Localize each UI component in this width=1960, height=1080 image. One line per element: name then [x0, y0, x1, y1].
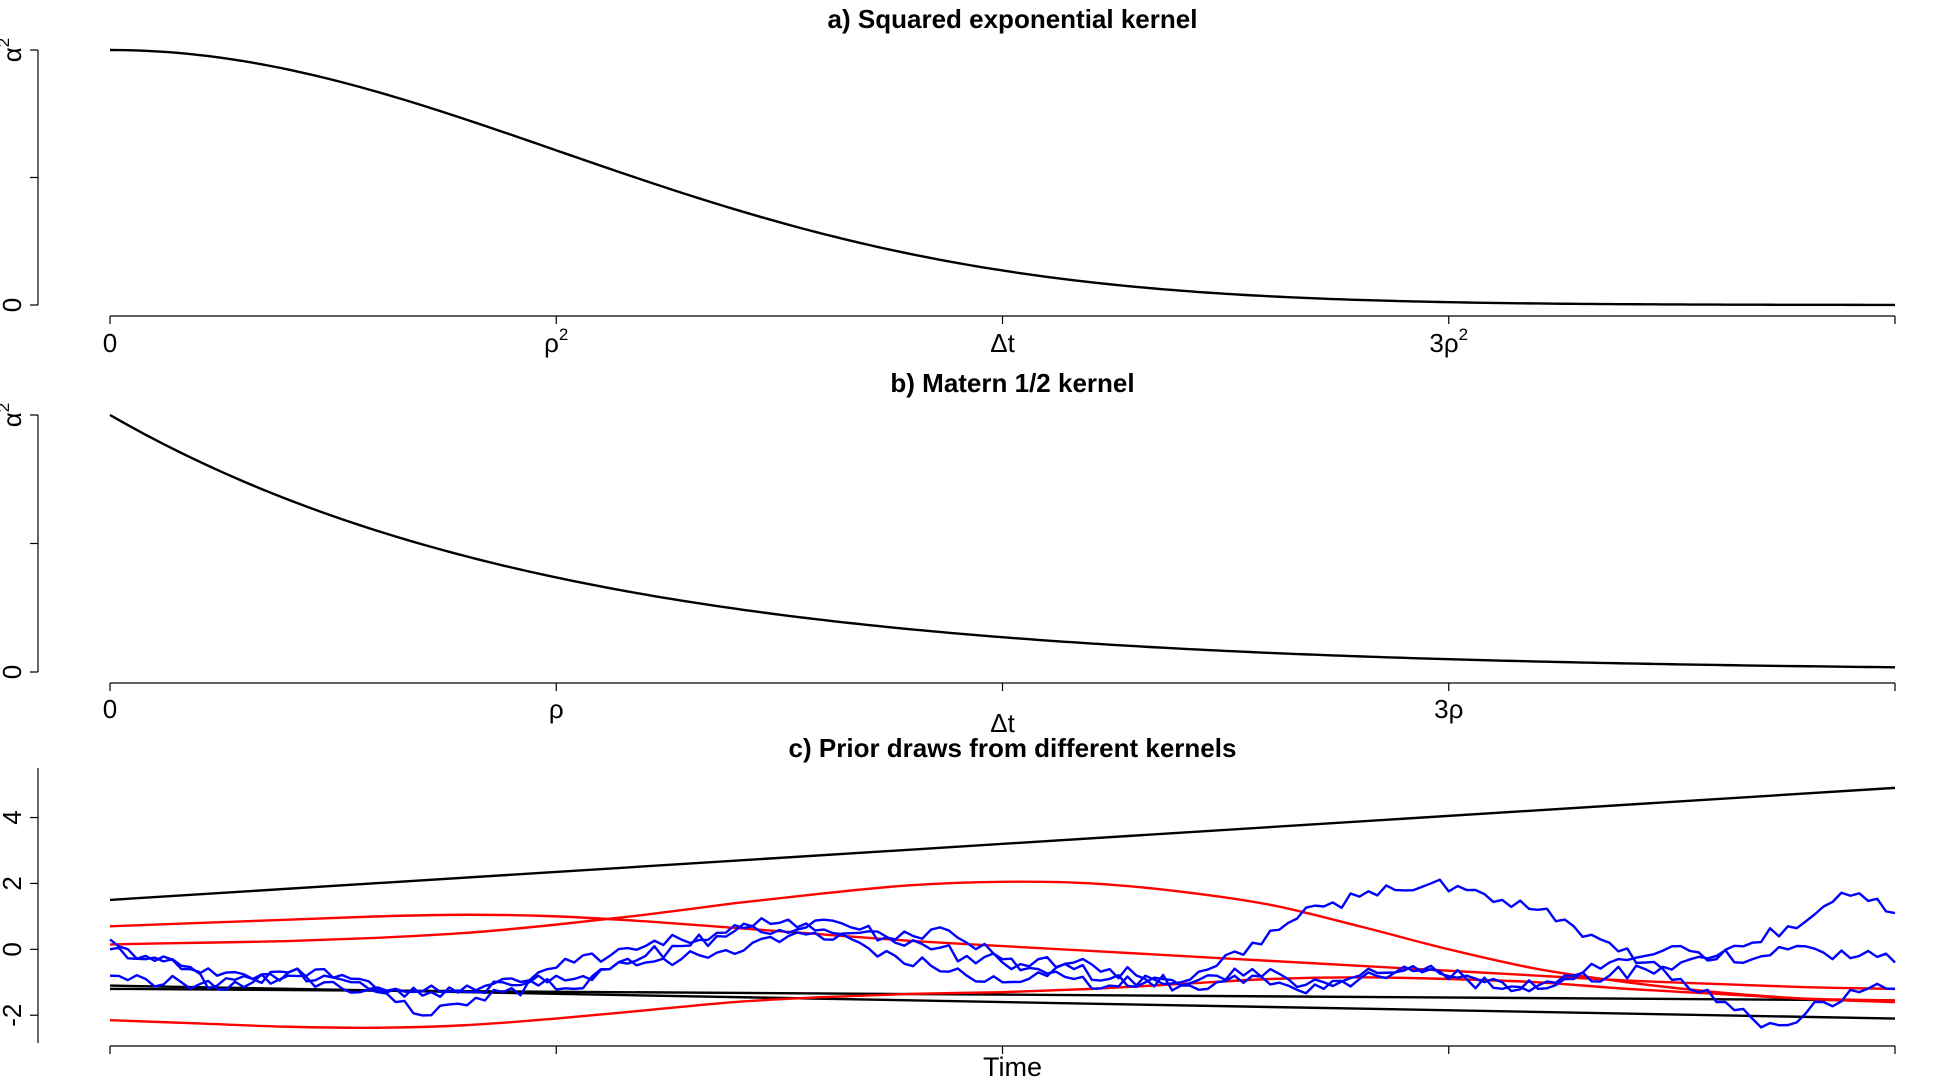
panel-b-x-tick-label-text: ρ [549, 694, 564, 724]
panel-a-title: a) Squared exponential kernel [828, 4, 1198, 34]
panel-c-series-7-blue-line [109, 891, 1896, 998]
panel-c-y-tick-label-text: 2 [0, 876, 27, 890]
panel-b-y-tick-label: α2 [0, 403, 27, 428]
panel-c-y-tick-label: 4 [0, 810, 27, 824]
panel-a-x-tick-label: Δt [990, 328, 1015, 358]
panel-a-x-tick-label: 3ρ2 [1429, 325, 1468, 358]
panel-b-x-tick-label-text: 0 [103, 694, 117, 724]
panel-c-y-tick-label-text: 4 [0, 810, 27, 824]
panel-a-x-tick-label-text: ρ [544, 328, 559, 358]
panel-a-x-tick-label-text: 3ρ [1429, 328, 1458, 358]
panel-b-y-tick-label-text: α [0, 412, 27, 427]
panel-b-x-tick-label: Δt [990, 708, 1015, 738]
panel-c-x-axis-label: Time [983, 1052, 1042, 1080]
panel-a-x-tick-label-superscript: 2 [1459, 325, 1468, 344]
panel-c-series-4-red-line [109, 880, 1896, 1004]
panel-b-x-tick-label-text: Δt [990, 708, 1015, 738]
panel-b-series-0-black-line [109, 413, 1896, 669]
panel-a-series-0-black-line [109, 48, 1895, 307]
panel-a-x-tick-label: 0 [103, 328, 117, 358]
panel-c-title: c) Prior draws from different kernels [789, 733, 1237, 763]
panel-a-y-tick-label-superscript: 2 [0, 38, 13, 47]
panel-a-y-tick-label-text: 0 [0, 298, 27, 312]
panel-c-y-tick-label: 2 [0, 876, 27, 890]
panel-a: a) Squared exponential kernel0ρ2Δt3ρ20α2 [0, 4, 1896, 358]
panel-c-y-tick-label: -2 [0, 1004, 27, 1027]
panel-b-x-tick-label: 3ρ [1434, 694, 1463, 724]
panel-a-x-tick-label-text: 0 [103, 328, 117, 358]
panel-a-x-tick-label-text: Δt [990, 328, 1015, 358]
panel-b-y-tick-label-text: 0 [0, 665, 27, 679]
panel-a-y-tick-label: α2 [0, 38, 27, 63]
panel-a-y-tick-label-text: α [0, 47, 27, 62]
panel-c-series-6-blue-line [109, 878, 1896, 1029]
panel-c: c) Prior draws from different kernels -2 0… [0, 733, 1896, 1080]
panel-c-series-8-blue-line [109, 930, 1896, 995]
panel-c-series-5-red-line [109, 976, 1896, 1030]
panel-b-x-tick-label-text: 3ρ [1434, 694, 1463, 724]
panel-c-y-tick-label-text: -2 [0, 1004, 27, 1027]
panel-c-y-tick-label: 0 [0, 942, 27, 956]
panel-b-y-tick-label: 0 [0, 665, 27, 679]
panel-b: b) Matern 1/2 kernel 0 ρ Δt 3ρ 0 α2 [0, 368, 1896, 738]
panel-c-series-0-black-line [109, 786, 1896, 902]
panel-a-x-tick-label-superscript: 2 [559, 325, 568, 344]
panel-a-x-tick-label: ρ2 [544, 325, 568, 358]
panel-b-y-tick-label-superscript: 2 [0, 403, 13, 412]
panel-b-x-tick-label: ρ [549, 694, 564, 724]
panel-b-title: b) Matern 1/2 kernel [890, 368, 1134, 398]
panel-a-y-tick-label: 0 [0, 298, 27, 312]
panel-b-x-tick-label: 0 [103, 694, 117, 724]
panel-c-y-tick-label-text: 0 [0, 942, 27, 956]
